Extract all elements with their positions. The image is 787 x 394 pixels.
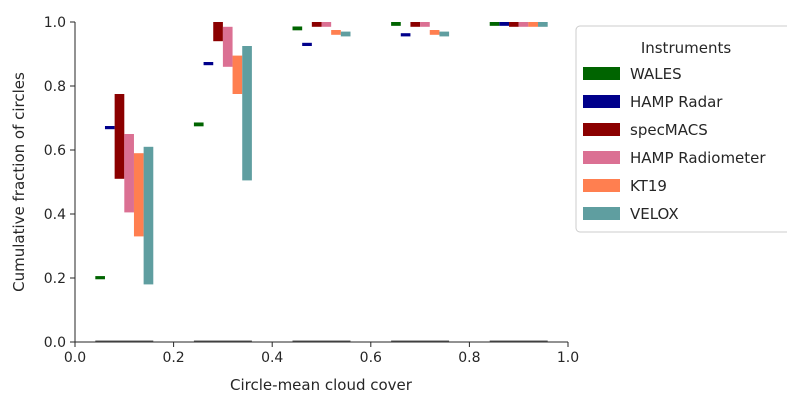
range-bar <box>499 22 510 26</box>
y-tick-label: 0.4 <box>44 207 66 223</box>
x-tick-label: 0.6 <box>360 350 382 366</box>
range-bar <box>429 30 440 35</box>
legend-swatch <box>583 123 620 136</box>
range-bar <box>124 134 134 213</box>
range-bar <box>222 26 233 67</box>
legend-label: HAMP Radiometer <box>630 149 766 167</box>
y-tick-label: 0.0 <box>44 335 66 351</box>
y-ticks: 0.0 0.2 0.4 0.6 0.8 1.0 <box>44 15 75 351</box>
x-tick-label: 0.8 <box>458 350 480 366</box>
range-bar <box>538 22 548 27</box>
legend-label: specMACS <box>630 121 708 139</box>
legend-label: WALES <box>630 65 682 83</box>
range-bar <box>528 22 539 27</box>
range-bar <box>410 22 421 27</box>
range-bar <box>104 126 115 130</box>
range-bar <box>193 122 204 127</box>
x-tick-label: 0.4 <box>261 350 283 366</box>
axes <box>74 22 568 343</box>
legend-swatch <box>583 95 620 108</box>
x-axis-label: Circle-mean cloud cover <box>230 376 413 394</box>
range-bar <box>391 22 401 26</box>
range-bar <box>331 30 341 35</box>
x-ticks: 0.0 0.2 0.4 0.6 0.8 1.0 <box>64 342 579 366</box>
legend-swatch <box>583 151 620 164</box>
legend-frame <box>575 25 787 233</box>
range-bar <box>400 33 411 37</box>
legend-swatch <box>583 179 620 192</box>
legend-label: HAMP Radar <box>630 93 723 111</box>
range-bar <box>95 276 105 280</box>
x-tick-label: 0.2 <box>162 350 184 366</box>
range-bar <box>340 31 351 37</box>
legend-swatch <box>583 207 620 220</box>
x-tick-label: 0.0 <box>64 350 86 366</box>
range-bar <box>321 22 332 27</box>
y-axis-label: Cumulative fraction of circles <box>10 72 28 292</box>
bars-layer <box>95 22 548 285</box>
range-bar <box>489 22 500 26</box>
range-bar <box>114 94 125 179</box>
legend-items: WALES HAMP Radar specMACS HAMP Radiometer KT… <box>583 65 766 223</box>
legend: Instruments WALES HAMP Radar specMACS HAMP … <box>575 25 787 233</box>
legend-title: Instruments <box>641 39 732 57</box>
range-bar <box>302 42 312 46</box>
range-bar <box>242 46 252 181</box>
range-bar <box>439 31 450 37</box>
range-bar <box>311 22 322 27</box>
y-tick-label: 0.8 <box>44 79 66 95</box>
legend-label: KT19 <box>630 177 667 195</box>
range-bar <box>420 22 430 27</box>
y-tick-label: 0.6 <box>44 143 66 159</box>
legend-label: VELOX <box>630 205 679 223</box>
range-bar <box>143 146 154 285</box>
x-tick-label: 1.0 <box>557 350 579 366</box>
y-tick-label: 1.0 <box>44 15 66 31</box>
range-bar <box>203 62 214 66</box>
range-bar <box>509 22 519 27</box>
range-bar <box>518 22 529 27</box>
range-bar <box>292 26 303 31</box>
y-tick-label: 0.2 <box>44 271 66 287</box>
range-bar <box>232 55 243 94</box>
legend-swatch <box>583 67 620 80</box>
range-bar <box>133 153 144 237</box>
range-bar <box>213 22 223 42</box>
